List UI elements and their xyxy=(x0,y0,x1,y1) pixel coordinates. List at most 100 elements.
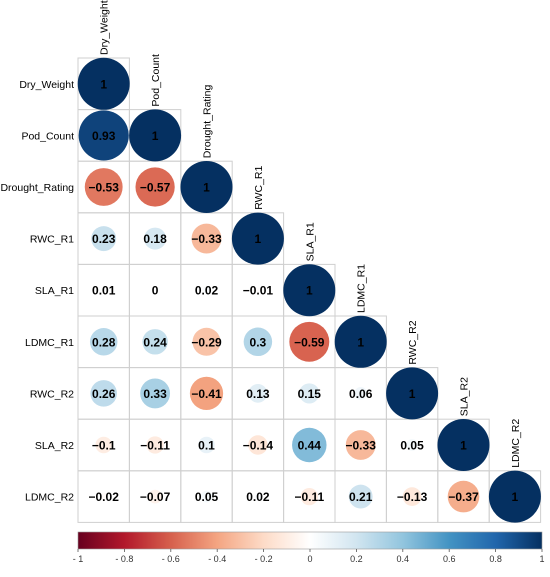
correlation-value-label: 0.06 xyxy=(349,387,373,401)
correlation-circle xyxy=(189,376,224,411)
correlation-value-label: −0.57 xyxy=(140,181,171,195)
correlation-value-label: 1 xyxy=(409,387,416,401)
correlation-circle xyxy=(129,109,182,162)
correlation-value-label: 0.02 xyxy=(246,490,270,504)
correlation-circle xyxy=(191,223,222,254)
correlation-circle xyxy=(90,380,117,407)
correlation-circle xyxy=(148,489,162,504)
correlation-circle xyxy=(248,435,268,455)
correlation-circle xyxy=(231,212,284,265)
correlation-value-label: −0.14 xyxy=(243,439,274,453)
correlation-circle xyxy=(299,383,320,404)
colorbar-tick-label: 1 xyxy=(539,554,544,564)
correlation-circle xyxy=(202,286,211,294)
column-label: SLA_R1 xyxy=(304,222,316,261)
correlation-circle xyxy=(142,329,168,355)
colorbar-tick-label: - 0.6 xyxy=(162,554,180,564)
correlation-value-label: 0.01 xyxy=(92,284,116,298)
correlation-circle xyxy=(243,327,273,357)
colorbar-tick-label: 0.4 xyxy=(397,554,410,564)
correlation-value-label: 0.15 xyxy=(298,387,322,401)
correlation-value-label: 1 xyxy=(357,335,364,349)
correlation-value-label: −0.07 xyxy=(140,490,171,504)
column-label: Drought_Rating xyxy=(202,84,214,158)
correlation-value-label: −0.59 xyxy=(294,335,325,349)
colorbar-tick-label: - 0.2 xyxy=(255,554,273,564)
colorbar-tick-label: - 1 xyxy=(73,554,84,564)
colorbar xyxy=(77,531,543,550)
row-label: RWC_R2 xyxy=(30,388,74,400)
correlation-value-label: 0.02 xyxy=(195,284,219,298)
column-label: SLA_R2 xyxy=(459,377,471,416)
correlation-value-label: 1 xyxy=(255,232,262,246)
correlation-circle xyxy=(437,419,490,471)
colorbar-tick-label: 0 xyxy=(307,554,312,564)
colorbar-tick-label: 0.8 xyxy=(489,554,502,564)
correlation-value-label: −0.02 xyxy=(89,490,120,504)
colorbar-tick-label: - 0.4 xyxy=(208,554,226,564)
correlation-circle xyxy=(101,287,107,293)
correlation-circle xyxy=(488,470,541,523)
correlation-circle xyxy=(402,487,422,506)
correlation-value-label: 0.33 xyxy=(143,387,167,401)
correlation-circle xyxy=(386,367,439,420)
correlation-circle xyxy=(345,430,376,460)
column-label: RWC_R1 xyxy=(253,165,265,209)
correlation-value-label: 0 xyxy=(152,284,159,298)
colorbar-tick-label: 0.6 xyxy=(443,554,456,564)
correlation-circle xyxy=(140,378,171,409)
correlation-circle xyxy=(348,484,373,509)
correlation-value-label: 0.1 xyxy=(198,439,215,453)
correlation-circle xyxy=(334,315,387,368)
column-label: Dry_Weight xyxy=(99,0,111,55)
colorbar-tick-label: - 0.8 xyxy=(115,554,133,564)
row-label: Drought_Rating xyxy=(0,182,74,194)
correlation-value-label: 0.05 xyxy=(195,490,219,504)
correlation-circle xyxy=(89,328,118,356)
correlation-circle xyxy=(192,327,221,356)
correlation-circle xyxy=(77,57,130,110)
correlation-value-label: −0.53 xyxy=(89,181,120,195)
correlation-value-label: 0.3 xyxy=(250,335,267,349)
correlation-value-label: −0.13 xyxy=(397,490,428,504)
correlation-circle xyxy=(283,264,336,317)
correlation-value-label: 0.44 xyxy=(298,439,322,453)
correlation-circle xyxy=(248,384,268,403)
column-label: LDMC_R2 xyxy=(510,419,522,468)
correlation-circle xyxy=(91,226,117,252)
correlation-value-label: 0.21 xyxy=(349,490,373,504)
correlation-circle xyxy=(84,168,123,206)
correlation-circle xyxy=(292,427,327,463)
correlation-circle xyxy=(95,436,112,454)
correlation-value-label: 0.05 xyxy=(400,439,424,453)
correlation-value-label: 0.18 xyxy=(143,232,167,246)
correlation-value-label: 1 xyxy=(512,490,519,504)
colorbar-tick-label: 0.2 xyxy=(350,554,363,564)
correlation-circle xyxy=(200,490,213,503)
correlation-value-label: −0.29 xyxy=(191,335,222,349)
correlation-circle xyxy=(180,161,233,213)
correlation-value-label: 1 xyxy=(460,439,467,453)
column-label: RWC_R2 xyxy=(407,320,419,364)
correlation-value-label: 1 xyxy=(306,284,313,298)
correlation-value-label: 0.26 xyxy=(92,387,116,401)
correlation-value-label: 0.28 xyxy=(92,335,116,349)
correlation-value-label: −0.11 xyxy=(294,490,324,504)
correlation-circle xyxy=(100,492,108,501)
row-label: Pod_Count xyxy=(21,130,74,142)
correlation-circle xyxy=(146,436,164,454)
row-label: SLA_R2 xyxy=(35,440,74,452)
correlation-value-label: 1 xyxy=(152,129,159,143)
correlation-value-label: −0.33 xyxy=(191,232,222,246)
correlation-value-label: 1 xyxy=(203,181,210,195)
correlation-value-label: 0.23 xyxy=(92,232,116,246)
correlation-value-label: 1 xyxy=(100,77,107,91)
correlation-value-label: −0.01 xyxy=(243,284,274,298)
correlation-value-label: −0.1 xyxy=(92,439,116,453)
correlation-circle xyxy=(198,436,215,454)
correlation-value-label: 0.93 xyxy=(92,129,116,143)
correlation-circle xyxy=(255,287,261,293)
column-label: LDMC_R1 xyxy=(356,264,368,313)
